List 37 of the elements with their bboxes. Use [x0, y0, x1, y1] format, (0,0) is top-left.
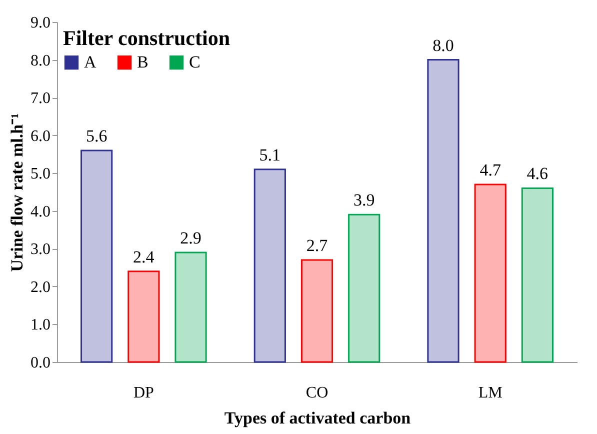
- x-tick-label: DP: [133, 384, 154, 402]
- bar: [427, 59, 460, 363]
- bar: [80, 150, 113, 363]
- y-tick-label: 9.0: [30, 14, 50, 32]
- x-tick-label: CO: [306, 384, 328, 402]
- bar: [174, 252, 207, 363]
- data-label: 3.9: [353, 190, 375, 210]
- bar: [128, 270, 160, 363]
- bar: [348, 214, 380, 363]
- data-label: 5.6: [86, 126, 108, 146]
- y-tick-label: 8.0: [30, 52, 50, 70]
- y-tick-label: 4.0: [30, 203, 50, 220]
- legend-label: B: [137, 52, 148, 72]
- y-tick-label: 7.0: [30, 90, 50, 108]
- data-label: 4.7: [480, 160, 502, 180]
- data-label: 2.7: [306, 236, 328, 255]
- y-tick-label: 0.0: [30, 354, 50, 372]
- bar: [300, 259, 334, 363]
- y-tick-label: 3.0: [30, 241, 50, 258]
- y-tick-label: 5.0: [30, 166, 50, 183]
- data-label: 8.0: [432, 36, 454, 55]
- bar: [254, 168, 286, 363]
- x-axis-title: Types of activated carbon: [224, 408, 412, 428]
- y-axis-title: Urine flow rate ml.h⁻¹: [8, 113, 26, 272]
- data-label: 4.6: [526, 164, 548, 184]
- legend-label: C: [189, 52, 200, 72]
- data-label: 2.4: [133, 247, 155, 266]
- legend-label: A: [84, 52, 97, 72]
- y-tick-label: 1.0: [30, 316, 50, 334]
- bar: [474, 184, 506, 363]
- x-tick-label: LM: [478, 384, 502, 402]
- y-tick-label: 2.0: [30, 278, 50, 296]
- legend-title: Filter construction: [63, 26, 230, 50]
- bar: [521, 187, 554, 363]
- y-tick-label: 6.0: [30, 128, 50, 145]
- data-label: 2.9: [180, 228, 202, 248]
- data-label: 5.1: [259, 145, 281, 164]
